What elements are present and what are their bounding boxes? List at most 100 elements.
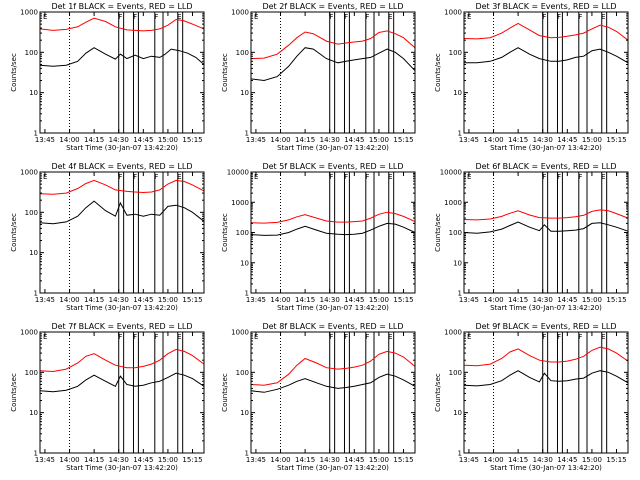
x-tick-label: 14:45 xyxy=(133,136,153,144)
x-tick-label: 14:15 xyxy=(508,136,528,144)
series-events-line xyxy=(39,200,205,225)
plot-frame xyxy=(463,331,629,454)
y-tick-label: 1 xyxy=(245,130,249,138)
x-tick-label: 15:15 xyxy=(182,296,202,304)
x-tick-label: 14:00 xyxy=(59,136,79,144)
y-tick-label: 10 xyxy=(29,89,38,97)
y-tick-label: 100 xyxy=(236,229,249,237)
flag-label: F xyxy=(365,13,369,21)
x-tick-label: 15:00 xyxy=(158,296,178,304)
x-tick-label: 14:00 xyxy=(483,296,503,304)
panel-6: Det 6f BLACK = Events, RED = LLD F F F E E 1 10… xyxy=(434,162,629,312)
flag-label: E xyxy=(177,173,181,181)
x-axis-label: Start Time (30-Jan-07 13:42:20) xyxy=(277,304,389,312)
y-tick-label: 10000 xyxy=(227,169,249,177)
panel-title: Det 3f BLACK = Events, RED = LLD xyxy=(475,2,616,11)
x-tick-label: 15:00 xyxy=(582,456,602,464)
x-tick-label: 14:15 xyxy=(84,136,104,144)
y-tick-label: 10 xyxy=(453,409,462,417)
x-tick-label: 14:30 xyxy=(533,296,553,304)
series-lld-line xyxy=(463,346,629,367)
flag-label: F xyxy=(542,333,546,341)
x-tick-label: 15:00 xyxy=(582,296,602,304)
x-tick-label: 13:45 xyxy=(35,136,55,144)
series-events-line xyxy=(463,370,629,387)
flag-label: F xyxy=(344,173,348,181)
plot-frame xyxy=(39,331,205,454)
y-tick-label: 100 xyxy=(25,209,38,217)
y-tick-label: 1000 xyxy=(20,9,38,17)
x-tick-label: 15:15 xyxy=(606,296,626,304)
x-tick-label: 14:45 xyxy=(133,296,153,304)
x-tick-label: 14:45 xyxy=(133,456,153,464)
x-tick-label: 14:15 xyxy=(84,296,104,304)
series-events-line xyxy=(463,221,629,234)
panel-4: Det 4f BLACK = Events, RED = LLD F F F E E 1 10… xyxy=(10,162,205,312)
flag-label: F xyxy=(557,333,561,341)
x-tick-label: 14:45 xyxy=(557,296,577,304)
y-tick-label: 1 xyxy=(34,290,38,298)
x-tick-label: 15:00 xyxy=(582,136,602,144)
y-tick-label: 100 xyxy=(449,369,462,377)
flag-label: E xyxy=(43,173,47,181)
x-tick-label: 14:15 xyxy=(84,456,104,464)
y-tick-label: 100 xyxy=(25,369,38,377)
x-tick-label: 15:15 xyxy=(606,456,626,464)
x-tick-label: 14:15 xyxy=(508,296,528,304)
x-tick-label: 14:45 xyxy=(557,456,577,464)
panel-8: Det 8f BLACK = Events, RED = LLD F F F E E 1 10… xyxy=(221,322,416,472)
y-tick-label: 1000 xyxy=(444,329,462,337)
flag-label: E xyxy=(177,333,181,341)
flag-label: F xyxy=(118,13,122,21)
x-tick-label: 14:30 xyxy=(533,456,553,464)
flag-label: F xyxy=(557,173,561,181)
y-tick-label: 100 xyxy=(25,49,38,57)
flag-label: F xyxy=(118,173,122,181)
panel-title: Det 2f BLACK = Events, RED = LLD xyxy=(262,2,403,11)
flag-label: F xyxy=(542,13,546,21)
y-tick-label: 1000 xyxy=(231,329,249,337)
x-tick-label: 15:15 xyxy=(182,136,202,144)
plot-frame xyxy=(250,11,416,134)
series-lld-line xyxy=(39,348,205,373)
flag-label: F xyxy=(133,333,137,341)
x-tick-label: 14:00 xyxy=(59,456,79,464)
x-axis-label: Start Time (30-Jan-07 13:42:20) xyxy=(490,144,602,152)
x-tick-label: 14:30 xyxy=(109,136,129,144)
x-tick-label: 13:45 xyxy=(246,456,266,464)
series-lld-line xyxy=(250,30,416,60)
x-axis-label: Start Time (30-Jan-07 13:42:20) xyxy=(277,464,389,472)
plot-frame xyxy=(250,171,416,294)
x-tick-label: 14:15 xyxy=(295,456,315,464)
panel-title: Det 9f BLACK = Events, RED = LLD xyxy=(475,322,616,331)
y-tick-label: 1 xyxy=(34,130,38,138)
y-axis-label: Counts/sec xyxy=(221,213,229,252)
x-tick-label: 15:00 xyxy=(369,456,389,464)
x-tick-label: 14:30 xyxy=(320,456,340,464)
y-tick-label: 10 xyxy=(453,259,462,267)
x-tick-label: 14:30 xyxy=(109,296,129,304)
x-axis-label: Start Time (30-Jan-07 13:42:20) xyxy=(66,464,178,472)
x-tick-label: 13:45 xyxy=(459,456,479,464)
flag-label: F xyxy=(154,13,158,21)
x-axis-label: Start Time (30-Jan-07 13:42:20) xyxy=(490,464,602,472)
x-tick-label: 14:00 xyxy=(483,136,503,144)
x-tick-label: 13:45 xyxy=(459,136,479,144)
x-axis-label: Start Time (30-Jan-07 13:42:20) xyxy=(490,304,602,312)
flag-label: E xyxy=(467,13,471,21)
x-tick-label: 14:00 xyxy=(270,296,290,304)
plot-frame xyxy=(463,11,629,134)
flag-label: F xyxy=(329,333,333,341)
x-tick-label: 13:45 xyxy=(35,456,55,464)
series-lld-line xyxy=(39,17,205,32)
x-axis-label: Start Time (30-Jan-07 13:42:20) xyxy=(66,304,178,312)
y-tick-label: 10 xyxy=(240,409,249,417)
x-axis-label: Start Time (30-Jan-07 13:42:20) xyxy=(277,144,389,152)
y-tick-label: 1000 xyxy=(231,199,249,207)
y-tick-label: 10 xyxy=(29,409,38,417)
x-tick-label: 13:45 xyxy=(246,136,266,144)
panel-3: Det 3f BLACK = Events, RED = LLD F F F E E 1 10… xyxy=(434,2,629,152)
x-tick-label: 14:30 xyxy=(109,456,129,464)
panel-title: Det 6f BLACK = Events, RED = LLD xyxy=(475,162,616,171)
